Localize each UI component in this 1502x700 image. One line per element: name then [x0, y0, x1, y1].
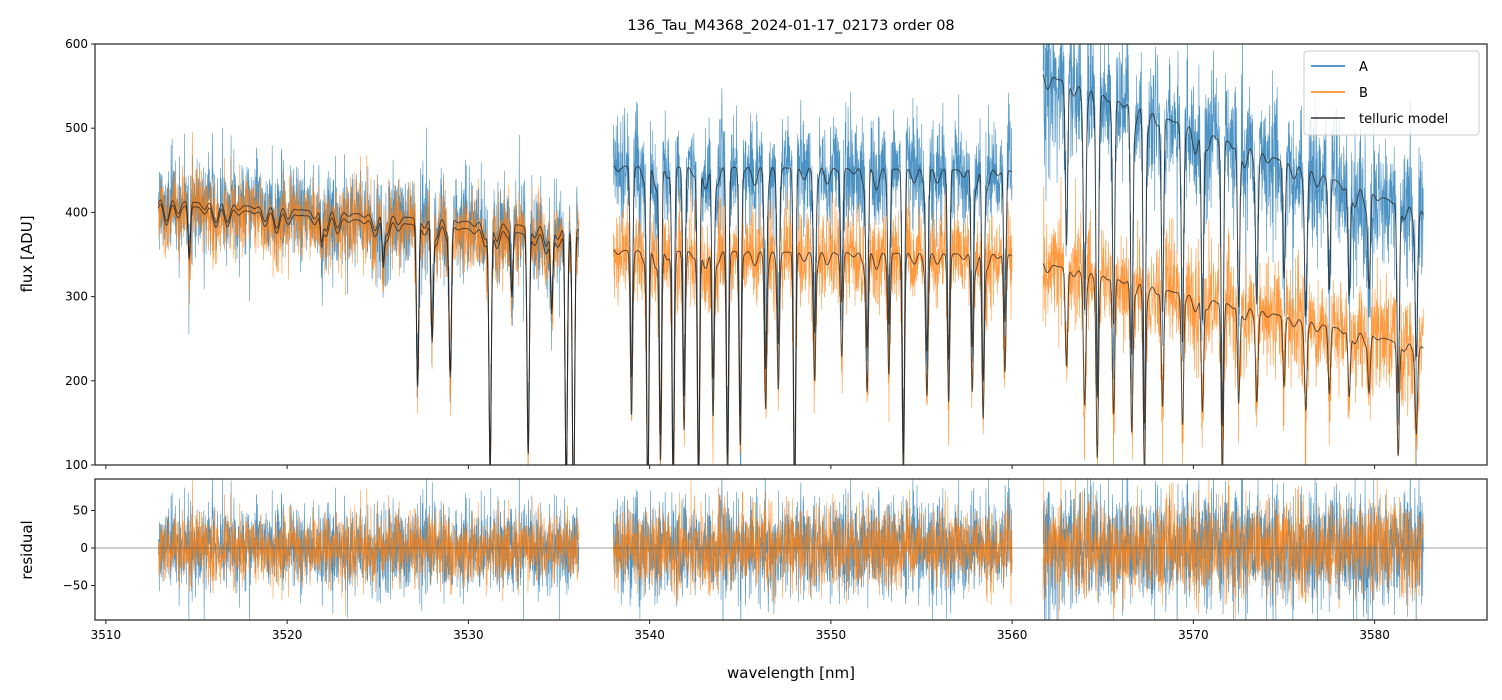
legend-label-b: B: [1359, 86, 1368, 101]
chart-title: 136_Tau_M4368_2024-01-17_02173 order 08: [627, 18, 954, 34]
x-tick-label: 3530: [453, 628, 484, 642]
residual-y-tick-label: 0: [80, 541, 88, 555]
residual-y-tick-label: −50: [63, 579, 88, 593]
telluric-model-a-line: [613, 165, 1013, 465]
flux-panel: [157, 44, 1424, 465]
x-tick-label: 3580: [1359, 628, 1390, 642]
legend: A B telluric model: [1303, 50, 1480, 136]
telluric-model-b-line: [1042, 263, 1424, 465]
series-b-residual-line: [613, 480, 1013, 606]
residual-axes-frame: [94, 478, 1488, 621]
series-a-flux-line: [158, 127, 580, 465]
flux-axes-frame: [94, 43, 1488, 466]
telluric-model-b-line: [613, 249, 1013, 465]
residual-y-label: residual: [18, 520, 36, 579]
flux-y-tick-label: 400: [65, 205, 88, 219]
x-tick-label: 3510: [91, 628, 122, 642]
x-tick-label: 3520: [272, 628, 303, 642]
series-b-residual-line: [1042, 479, 1424, 620]
flux-y-tick-label: 500: [65, 121, 88, 135]
series-b-residual-line: [158, 479, 580, 616]
x-tick-label: 3570: [1178, 628, 1209, 642]
x-tick-label: 3560: [997, 628, 1028, 642]
residual-y-tick-label: 50: [73, 504, 88, 518]
residual-panel: [95, 479, 1487, 620]
telluric-model-a-line: [1042, 74, 1424, 427]
x-tick-label: 3550: [816, 628, 847, 642]
flux-y-label: flux [ADU]: [18, 215, 36, 292]
series-b-flux-line: [1042, 177, 1424, 465]
legend-label-a: A: [1359, 60, 1368, 75]
x-tick-label: 3540: [634, 628, 665, 642]
telluric-model-b-line: [157, 203, 580, 465]
series-a-flux-line: [1042, 44, 1424, 465]
flux-y-tick-label: 300: [65, 290, 88, 304]
x-axis-label: wavelength [nm]: [727, 664, 855, 682]
telluric-model-a-line: [157, 199, 580, 465]
flux-y-tick-label: 600: [65, 37, 88, 51]
flux-y-tick-label: 100: [65, 458, 88, 472]
legend-label-model: telluric model: [1359, 112, 1448, 127]
flux-y-tick-label: 200: [65, 374, 88, 388]
